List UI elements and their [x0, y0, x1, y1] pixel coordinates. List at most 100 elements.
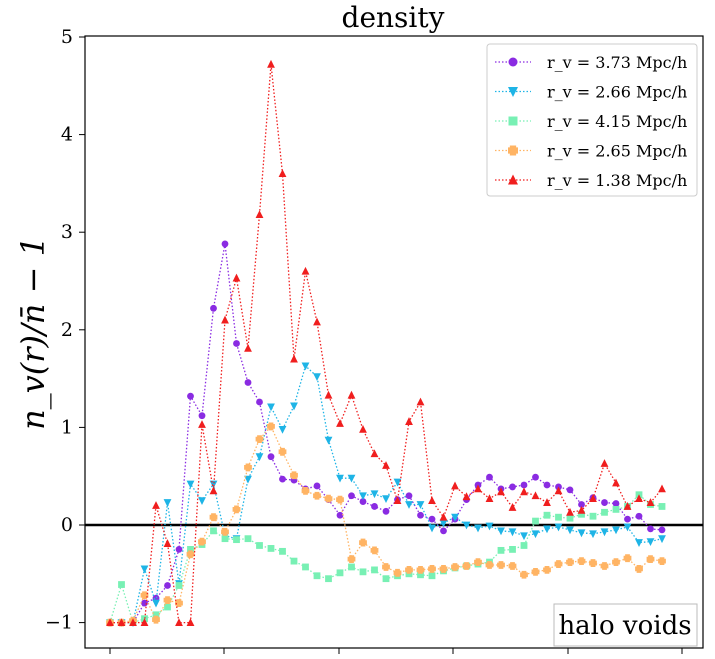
data-point — [658, 526, 666, 534]
legend-entry: r_v = 2.66 Mpc/h — [495, 83, 687, 102]
data-point — [601, 508, 608, 516]
data-point — [302, 563, 309, 571]
legend-marker — [508, 116, 518, 126]
y-tick-label: −1 — [45, 612, 73, 634]
data-point — [370, 449, 379, 458]
data-point — [589, 512, 597, 520]
data-point — [290, 557, 298, 565]
data-point — [244, 475, 252, 484]
data-point — [198, 497, 206, 505]
data-point — [543, 481, 551, 489]
data-point — [348, 563, 355, 571]
data-point — [278, 169, 287, 178]
data-point — [256, 542, 263, 549]
data-point — [543, 525, 551, 534]
data-point — [324, 494, 333, 503]
data-point — [382, 575, 390, 583]
data-point — [175, 582, 183, 589]
data-point — [589, 530, 597, 539]
data-point — [416, 397, 425, 406]
data-point — [117, 618, 126, 626]
data-point — [233, 536, 240, 544]
data-point — [359, 424, 367, 433]
y-tick-label: 1 — [61, 416, 73, 438]
data-point — [417, 511, 424, 519]
data-point — [428, 524, 436, 533]
legend-label: r_v = 2.66 Mpc/h — [547, 83, 687, 102]
data-point — [152, 501, 160, 509]
data-point — [163, 499, 172, 507]
data-point — [221, 527, 229, 536]
plot-area: −1 0 1 2 3 4 5 — [45, 26, 703, 654]
data-point — [244, 379, 252, 386]
data-point — [520, 481, 528, 489]
legend-marker — [508, 174, 518, 185]
y-tick-label: 4 — [61, 124, 73, 146]
series-5 — [106, 59, 666, 626]
data-point — [520, 570, 528, 579]
legend: r_v = 3.73 Mpc/h r_v = 2.66 Mpc/h r_v = 4.… — [486, 43, 698, 197]
data-point — [255, 435, 264, 444]
data-point — [336, 511, 344, 519]
data-point — [232, 273, 241, 282]
data-point — [612, 505, 620, 513]
data-point — [186, 550, 195, 559]
data-point — [152, 615, 160, 624]
data-point — [267, 403, 275, 412]
data-point — [210, 304, 217, 312]
data-point — [405, 570, 413, 578]
data-point — [313, 317, 321, 326]
data-point — [279, 547, 286, 555]
data-point — [462, 492, 471, 501]
data-point — [301, 486, 310, 495]
data-point — [313, 572, 321, 580]
legend-frame — [486, 43, 698, 197]
data-point — [497, 561, 505, 569]
data-point — [221, 240, 229, 248]
data-point — [324, 390, 333, 399]
data-point — [646, 555, 655, 564]
data-point — [646, 538, 655, 546]
data-point — [382, 461, 390, 469]
legend-label: r_v = 4.15 Mpc/h — [547, 112, 687, 131]
plot-frame — [84, 35, 704, 649]
data-point — [589, 559, 597, 567]
data-point — [658, 484, 666, 493]
data-point — [370, 546, 379, 555]
data-point — [474, 524, 482, 533]
data-point — [175, 618, 183, 626]
data-point — [187, 392, 194, 400]
data-point — [439, 512, 448, 521]
data-point — [267, 545, 275, 552]
data-point — [428, 515, 436, 523]
data-point — [543, 511, 551, 519]
data-point — [532, 517, 539, 525]
data-point — [186, 618, 195, 626]
data-point — [554, 486, 563, 495]
data-point — [554, 560, 563, 568]
data-point — [417, 571, 424, 579]
data-point — [485, 561, 494, 569]
data-point — [393, 568, 402, 577]
legend-marker — [508, 87, 518, 97]
data-point — [255, 210, 264, 219]
data-point — [566, 486, 574, 494]
data-point — [532, 473, 539, 481]
data-point — [313, 482, 321, 490]
y-tick-label: 5 — [61, 26, 73, 48]
data-point — [658, 503, 666, 510]
data-point — [382, 507, 390, 515]
data-point — [531, 567, 540, 576]
legend-entry: r_v = 2.65 Mpc/h — [495, 142, 687, 161]
data-point — [566, 507, 574, 516]
data-point — [624, 515, 631, 523]
data-point — [244, 535, 252, 543]
data-point — [290, 354, 298, 363]
data-point — [382, 563, 390, 571]
data-point — [623, 523, 632, 532]
data-point — [221, 535, 229, 543]
data-point — [531, 530, 540, 539]
data-point — [589, 494, 597, 503]
data-point — [428, 565, 436, 573]
